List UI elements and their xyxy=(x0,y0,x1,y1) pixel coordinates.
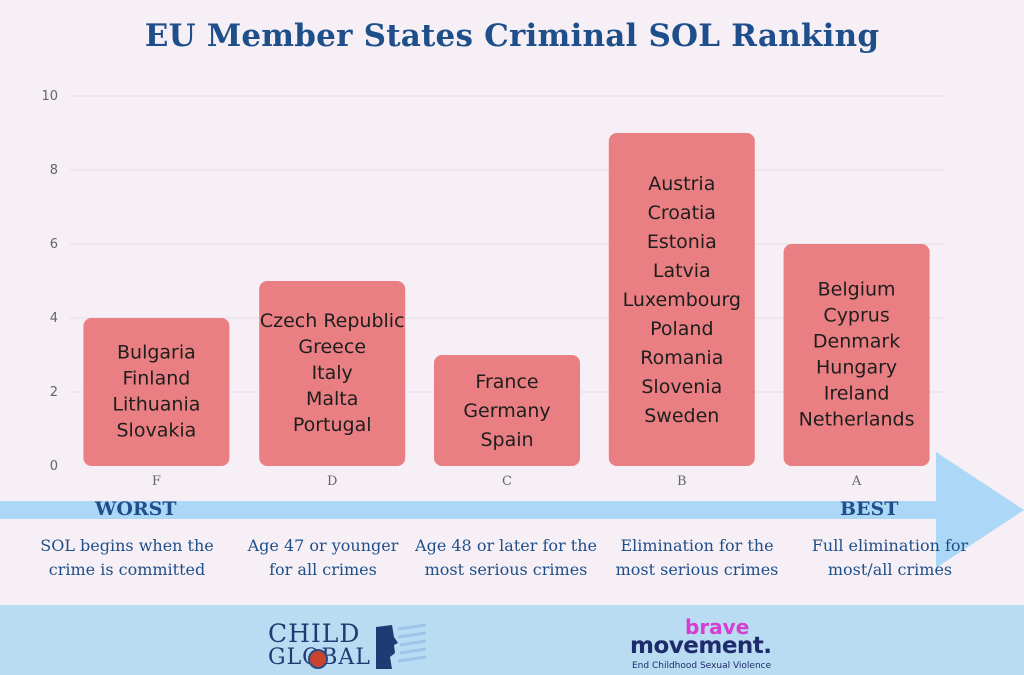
bar-F xyxy=(83,318,230,466)
bar-country-label: Bulgaria xyxy=(117,342,196,364)
bar-country-label: Italy xyxy=(312,362,353,384)
bar-country-label: Hungary xyxy=(816,357,897,379)
child-global-logo[interactable]: CHILD GLOBAL xyxy=(268,619,438,671)
grade-description-line: most serious crimes xyxy=(615,560,779,579)
bar-country-label: Ireland xyxy=(824,383,890,405)
grade-description-line: Full elimination for xyxy=(811,536,969,555)
x-category-label: D xyxy=(327,474,337,489)
bar-country-label: Greece xyxy=(298,336,366,358)
x-category-label: F xyxy=(152,474,161,489)
grade-description-line: Age 47 or younger xyxy=(247,536,399,555)
bar-country-label: Romania xyxy=(640,347,723,369)
y-tick-label: 6 xyxy=(50,237,58,252)
grade-description-line: for all crimes xyxy=(269,560,377,579)
y-tick-label: 4 xyxy=(50,311,58,326)
grade-description-line: most serious crimes xyxy=(424,560,588,579)
x-category-label: C xyxy=(502,474,512,489)
bar-B xyxy=(608,133,755,466)
grade-description: Age 47 or younger for all crimes xyxy=(228,534,418,582)
bar-D xyxy=(259,281,406,466)
bar-country-label: Netherlands xyxy=(799,409,915,431)
brave-logo-word: brave xyxy=(685,615,750,639)
bar-country-label: Lithuania xyxy=(112,394,200,416)
bar-country-label: Germany xyxy=(463,400,550,422)
y-tick-label: 2 xyxy=(50,385,58,400)
bar-country-label: Slovakia xyxy=(117,420,197,442)
bar-country-label: Czech Republic xyxy=(260,310,405,332)
movement-logo-word: movement. xyxy=(630,633,772,659)
bar-country-label: Finland xyxy=(122,368,190,390)
grade-description-line: SOL begins when the xyxy=(40,536,214,555)
face-profile-icon xyxy=(376,623,427,669)
scale-arrow xyxy=(0,452,1024,568)
seal-icon xyxy=(308,649,328,669)
grade-description: Age 48 or later for the most serious crim… xyxy=(411,534,601,582)
grade-description-line: Elimination for the xyxy=(620,536,774,555)
bar-country-label: Slovenia xyxy=(641,376,722,398)
bar-country-label: Spain xyxy=(480,429,533,451)
grade-description-line: most/all crimes xyxy=(827,560,953,579)
bar-country-label: Cyprus xyxy=(823,305,889,327)
brave-logo-tagline: End Childhood Sexual Violence xyxy=(632,661,772,671)
bar-country-label: Denmark xyxy=(813,331,900,353)
worst-label: WORST xyxy=(95,498,177,520)
best-label: BEST xyxy=(840,498,899,520)
y-tick-label: 10 xyxy=(41,89,58,104)
child-global-logo-line1: CHILD xyxy=(268,619,361,648)
bar-country-label: Belgium xyxy=(818,279,896,301)
footer-bar: CHILD GLOBAL brave movement. End Childho… xyxy=(0,605,1024,675)
grade-description: SOL begins when the crime is committed xyxy=(32,534,222,582)
bar-A xyxy=(783,244,930,466)
grade-description: Full elimination for most/all crimes xyxy=(795,534,985,582)
bar-country-label: Austria xyxy=(648,173,715,195)
chart-title: EU Member States Criminal SOL Ranking xyxy=(144,18,880,54)
bar-C xyxy=(434,355,580,466)
bar-country-label: France xyxy=(475,371,538,393)
grade-description-line: crime is committed xyxy=(48,560,206,579)
bar-country-label: Luxembourg xyxy=(623,289,741,311)
x-category-label: B xyxy=(677,474,687,489)
brave-movement-logo[interactable]: brave movement. End Childhood Sexual Vio… xyxy=(630,615,780,671)
bar-country-label: Croatia xyxy=(648,202,716,224)
grade-description-line: Age 48 or later for the xyxy=(415,536,597,555)
y-tick-label: 0 xyxy=(50,459,58,474)
grade-description: Elimination for the most serious crimes xyxy=(602,534,792,582)
bar-country-label: Estonia xyxy=(647,231,717,253)
bar-country-label: Poland xyxy=(650,318,713,340)
y-tick-label: 8 xyxy=(50,163,58,178)
bar-country-label: Portugal xyxy=(293,414,372,436)
bar-country-label: Malta xyxy=(306,388,358,410)
bar-chart: 0 2 4 6 8 10 Bulgaria Finland Lithuania Slovakia… xyxy=(0,89,1024,568)
x-category-label: A xyxy=(851,474,862,489)
bar-country-label: Latvia xyxy=(653,260,711,282)
bar-country-label: Sweden xyxy=(644,405,719,427)
